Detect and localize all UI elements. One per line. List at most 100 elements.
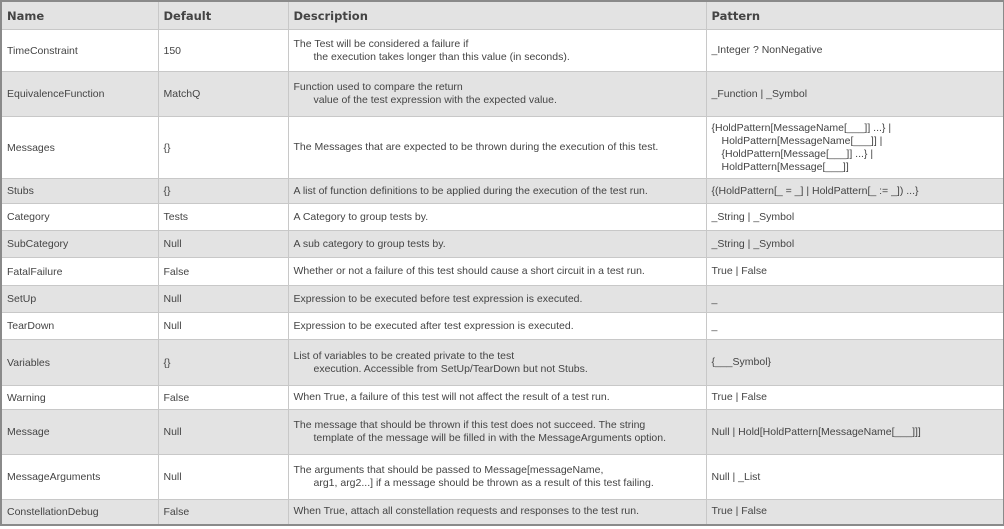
header-description: Description [287,0,707,30]
pattern-line: _ [711,319,718,332]
option-pattern: _Function | _Symbol [705,71,1004,117]
header-name: Name [0,0,159,30]
option-pattern: _Integer ? NonNegative [705,29,1004,72]
description-line: A sub category to group tests by. [293,237,446,250]
pattern-line: True | False [711,265,767,277]
option-description: The arguments that should be passed to M… [287,454,707,500]
description-line: A list of function definitions to be app… [293,184,648,197]
pattern-line: {HoldPattern[Message[___]] ...} | HoldPa… [721,147,874,173]
option-default: Tests [157,203,289,231]
table-row: SetUp Null Expression to be executed befor… [0,285,1004,313]
description-line: Function used to compare the return [293,81,463,93]
description-line: Expression to be executed before test ex… [293,292,583,305]
pattern-line: HoldPattern[MessageName[___]] | [721,134,883,147]
option-name: Stubs [0,178,159,204]
option-pattern: _ [705,312,1004,340]
table-row: Category Tests A Category to group tests b… [0,203,1004,231]
description-line: A Category to group tests by. [293,210,429,223]
option-pattern: _ [705,285,1004,313]
pattern-line: {HoldPattern[MessageName[___]] ...} | [711,121,892,134]
option-description: Expression to be executed before test ex… [287,285,707,313]
option-name: EquivalenceFunction [0,71,159,117]
option-pattern: True | False [705,257,1004,286]
option-name: Variables [0,339,159,386]
table-row: ConstellationDebug False When True, attach… [0,499,1004,525]
pattern-line: _String | _Symbol [711,210,795,223]
description-line: The Messages that are expected to be thr… [293,141,659,153]
option-description: The message that should be thrown if thi… [287,409,707,455]
option-pattern: True | False [705,499,1004,525]
table-header-row: Name Default Description Pattern [0,0,1004,30]
table-row: TimeConstraint 150 The Test will be consid… [0,29,1004,72]
option-name: Message [0,409,159,455]
table-row: SubCategory Null A sub category to group t… [0,230,1004,258]
option-default: {} [157,116,289,179]
option-default: False [157,385,289,410]
pattern-line: _Function | _Symbol [711,87,808,100]
option-name: SubCategory [0,230,159,258]
option-default: MatchQ [157,71,289,117]
description-line: When True, attach all constellation requ… [293,505,640,518]
option-name: Category [0,203,159,231]
pattern-line: True | False [711,391,767,403]
option-pattern: {(HoldPattern[_ = _] | HoldPattern[_ := … [705,178,1004,204]
option-default: {} [157,339,289,386]
pattern-line: {(HoldPattern[_ = _] | HoldPattern[_ := … [711,184,919,197]
description-line: value of the test expression with the ex… [313,94,557,106]
table-row: EquivalenceFunction MatchQ Function used t… [0,71,1004,117]
option-name: SetUp [0,285,159,313]
option-default: 150 [157,29,289,72]
option-pattern: Null | _List [705,454,1004,500]
option-pattern: _String | _Symbol [705,203,1004,231]
description-line: Expression to be executed after test exp… [293,319,574,332]
option-default: {} [157,178,289,204]
table-row: TearDown Null Expression to be executed af… [0,312,1004,340]
description-line: Whether or not a failure of this test sh… [293,265,645,277]
description-line: The Test will be considered a failure if [293,37,469,50]
option-name: MessageArguments [0,454,159,500]
pattern-line: _Integer ? NonNegative [711,44,823,56]
option-default: Null [157,454,289,500]
option-description: Expression to be executed after test exp… [287,312,707,340]
table-row: Variables{} List of variables to be creat… [0,339,1004,386]
pattern-line: _ [711,292,718,305]
table-body: TimeConstraint 150 The Test will be consid… [0,29,1004,525]
header-default: Default [157,0,289,30]
table-row: Stubs{} A list of function definitions to… [0,178,1004,204]
option-default: Null [157,285,289,313]
option-description: A list of function definitions to be app… [287,178,707,204]
table-row: FatalFailure False Whether or not a failur… [0,257,1004,286]
option-description: The Test will be considered a failure if… [287,29,707,72]
pattern-line: Null | _List [711,470,761,483]
option-description: When True, a failure of this test will n… [287,385,707,410]
option-description: A sub category to group tests by. [287,230,707,258]
description-line: List of variables to be created private … [293,349,515,362]
option-pattern: _String | _Symbol [705,230,1004,258]
option-default: Null [157,312,289,340]
option-default: False [157,257,289,286]
option-pattern: Null | Hold[HoldPattern[MessageName[___]… [705,409,1004,455]
option-default: Null [157,230,289,258]
description-line: arg1, arg2...] if a message should be th… [313,477,654,489]
pattern-line: {___Symbol} [711,356,772,368]
option-name: FatalFailure [0,257,159,286]
pattern-line: Null | Hold[HoldPattern[MessageName[___]… [711,425,921,438]
description-line: When True, a failure of this test will n… [293,391,610,403]
description-line: the execution takes longer than this val… [313,50,570,63]
pattern-line: True | False [711,505,767,518]
header-pattern: Pattern [705,0,1004,30]
option-default: Null [157,409,289,455]
option-description: When True, attach all constellation requ… [287,499,707,525]
option-pattern: {___Symbol} [705,339,1004,386]
option-default: False [157,499,289,525]
option-pattern: {HoldPattern[MessageName[___]] ...} | Hol… [705,116,1004,179]
table-row: Warning False When True, a failure of this… [0,385,1004,410]
table-row: MessageArguments Null The arguments that s… [0,454,1004,500]
option-name: ConstellationDebug [0,499,159,525]
option-name: TimeConstraint [0,29,159,72]
option-name: Warning [0,385,159,410]
option-name: TearDown [0,312,159,340]
option-description: Function used to compare the return value… [287,71,707,117]
description-line: The message that should be thrown if thi… [293,419,646,431]
